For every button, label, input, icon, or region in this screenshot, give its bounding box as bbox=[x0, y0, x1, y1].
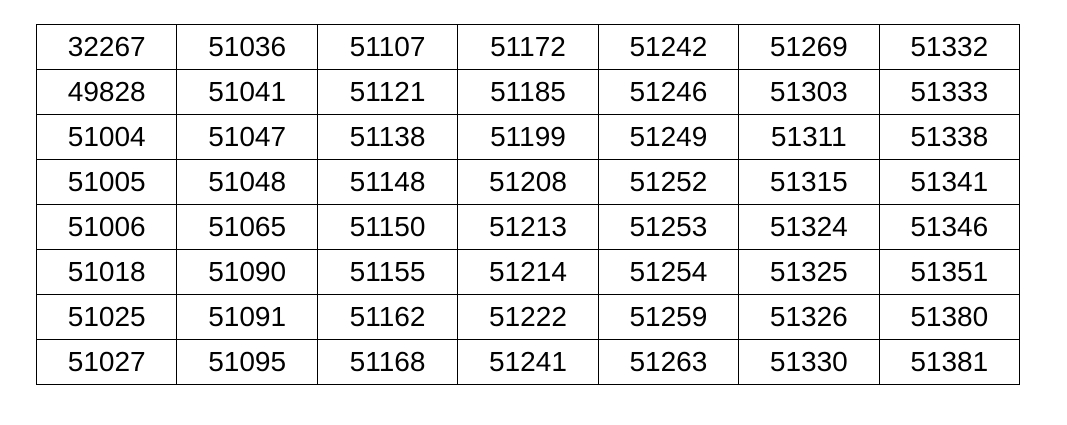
table-cell: 51048 bbox=[176, 159, 318, 205]
table-cell: 51325 bbox=[738, 249, 880, 295]
table-row: 49828 51041 51121 51185 51246 51303 51333 bbox=[35, 69, 1021, 115]
table-cell: 51259 bbox=[597, 294, 740, 340]
table-cell: 51095 bbox=[176, 339, 318, 385]
table-cell: 51107 bbox=[316, 24, 459, 70]
table-cell: 51168 bbox=[316, 339, 459, 385]
table-cell: 51065 bbox=[176, 204, 318, 250]
table-row: 51027 51095 51168 51241 51263 51330 51381 bbox=[35, 339, 1021, 385]
table-cell: 51214 bbox=[457, 249, 599, 295]
table-row: 51006 51065 51150 51213 51253 51324 51346 bbox=[35, 204, 1021, 250]
table-cell: 51330 bbox=[738, 339, 880, 385]
number-table: 32267 51036 51107 51172 51242 51269 51332 49828… bbox=[35, 24, 1021, 385]
table-cell: 51326 bbox=[738, 294, 880, 340]
table-cell: 51155 bbox=[316, 249, 459, 295]
table-cell: 51242 bbox=[597, 24, 740, 70]
table-cell: 49828 bbox=[35, 69, 178, 115]
table-row: 51018 51090 51155 51214 51254 51325 51351 bbox=[35, 249, 1021, 295]
table-cell: 51253 bbox=[597, 204, 740, 250]
table-cell: 51241 bbox=[457, 339, 599, 385]
table-cell: 51172 bbox=[457, 24, 599, 70]
table-cell: 51208 bbox=[457, 159, 599, 205]
table-row: 51005 51048 51148 51208 51252 51315 51341 bbox=[35, 159, 1021, 205]
table-cell: 51025 bbox=[35, 294, 178, 340]
table-cell: 51041 bbox=[176, 69, 318, 115]
table-cell: 51199 bbox=[457, 114, 599, 160]
table-row: 51025 51091 51162 51222 51259 51326 51380 bbox=[35, 294, 1021, 340]
number-table-body: 32267 51036 51107 51172 51242 51269 51332 49828… bbox=[35, 24, 1021, 385]
table-row: 51004 51047 51138 51199 51249 51311 51338 bbox=[35, 114, 1021, 160]
table-cell: 51138 bbox=[316, 114, 459, 160]
table-cell: 51324 bbox=[738, 204, 880, 250]
table-cell: 51185 bbox=[457, 69, 599, 115]
table-cell: 51091 bbox=[176, 294, 318, 340]
table-cell: 51311 bbox=[738, 114, 880, 160]
table-cell: 51252 bbox=[597, 159, 740, 205]
table-cell: 51150 bbox=[316, 204, 459, 250]
table-cell: 51269 bbox=[738, 24, 880, 70]
table-cell: 32267 bbox=[35, 24, 178, 70]
table-cell: 51148 bbox=[316, 159, 459, 205]
table-cell: 51006 bbox=[35, 204, 178, 250]
table-cell: 51346 bbox=[878, 204, 1021, 250]
table-row: 32267 51036 51107 51172 51242 51269 51332 bbox=[35, 24, 1021, 70]
table-cell: 51381 bbox=[878, 339, 1021, 385]
table-cell: 51047 bbox=[176, 114, 318, 160]
table-cell: 51027 bbox=[35, 339, 178, 385]
table-cell: 51332 bbox=[878, 24, 1021, 70]
table-cell: 51162 bbox=[316, 294, 459, 340]
table-cell: 51121 bbox=[316, 69, 459, 115]
table-cell: 51263 bbox=[597, 339, 740, 385]
table-cell: 51351 bbox=[878, 249, 1021, 295]
table-cell: 51338 bbox=[878, 114, 1021, 160]
table-cell: 51254 bbox=[597, 249, 740, 295]
table-cell: 51341 bbox=[878, 159, 1021, 205]
table-cell: 51315 bbox=[738, 159, 880, 205]
table-cell: 51249 bbox=[597, 114, 740, 160]
table-cell: 51018 bbox=[35, 249, 178, 295]
table-cell: 51222 bbox=[457, 294, 599, 340]
table-cell: 51004 bbox=[35, 114, 178, 160]
table-cell: 51036 bbox=[176, 24, 318, 70]
table-cell: 51005 bbox=[35, 159, 178, 205]
table-cell: 51303 bbox=[738, 69, 880, 115]
table-cell: 51380 bbox=[878, 294, 1021, 340]
table-cell: 51246 bbox=[597, 69, 740, 115]
table-cell: 51090 bbox=[176, 249, 318, 295]
table-cell: 51213 bbox=[457, 204, 599, 250]
table-cell: 51333 bbox=[878, 69, 1021, 115]
